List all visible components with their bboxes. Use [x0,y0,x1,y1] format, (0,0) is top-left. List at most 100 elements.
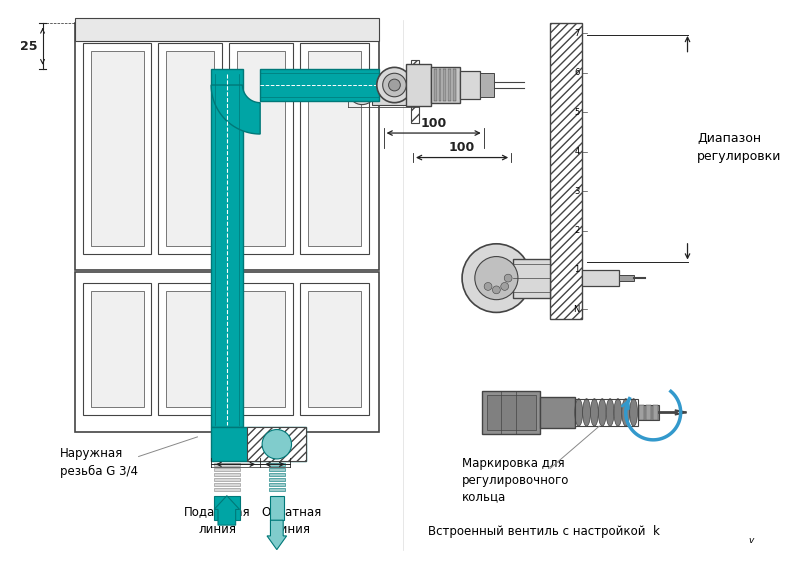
Bar [460,71,480,99]
Circle shape [389,79,400,91]
Bar [550,23,582,319]
Bar [269,473,285,476]
Text: Обратная
линия: Обратная линия [262,506,322,536]
Circle shape [382,73,406,97]
Bar [541,397,574,428]
Text: 100: 100 [449,141,475,154]
Bar [582,270,619,286]
Bar [269,468,285,471]
Text: 25: 25 [20,40,38,53]
Bar [443,69,446,101]
Circle shape [504,274,512,282]
Circle shape [484,282,492,290]
Ellipse shape [582,399,590,426]
Bar [75,23,378,270]
Text: Диапазон
регулировки: Диапазон регулировки [698,132,782,163]
Bar [438,69,442,101]
Bar [454,69,456,101]
Bar [82,43,151,253]
Text: 1: 1 [574,265,580,274]
Bar [229,43,293,253]
Text: 30: 30 [267,449,282,462]
Text: 100: 100 [421,117,446,130]
Bar [82,283,151,416]
Ellipse shape [606,399,614,426]
Text: Наружная
резьба G 3/4: Наружная резьба G 3/4 [60,447,138,478]
Bar [430,67,460,103]
Bar [411,60,419,123]
FancyArrow shape [214,496,239,525]
Bar [482,391,541,434]
Ellipse shape [590,399,598,426]
Text: 50: 50 [228,449,244,462]
Bar [260,69,378,101]
FancyArrow shape [267,520,286,549]
Bar [419,86,441,96]
Ellipse shape [574,399,582,426]
Circle shape [262,430,291,459]
Bar [300,283,369,416]
Text: 4: 4 [574,147,580,156]
Ellipse shape [598,399,606,426]
Bar [308,50,361,246]
Bar [214,483,239,486]
Text: 7: 7 [574,28,580,37]
Bar [90,291,143,408]
Bar [214,473,239,476]
Bar [448,69,451,101]
Ellipse shape [622,399,630,426]
Bar [654,404,658,420]
Bar [480,73,494,97]
Bar [434,69,437,101]
Circle shape [348,77,376,105]
Ellipse shape [630,399,638,426]
Circle shape [462,244,530,312]
Text: N: N [574,305,580,314]
Polygon shape [211,85,260,134]
Bar [247,427,306,462]
Bar [574,399,638,426]
Circle shape [475,256,518,300]
Circle shape [377,67,412,103]
Circle shape [493,286,500,294]
Bar [638,404,659,420]
Bar [486,395,535,430]
Bar [237,291,285,408]
Bar [75,18,378,41]
Text: Встроенный вентиль с настройкой  k: Встроенный вентиль с настройкой k [428,526,660,539]
Bar [214,463,239,466]
Text: Маркировка для
регулировочного
кольца: Маркировка для регулировочного кольца [462,456,570,503]
Bar [639,404,644,420]
Ellipse shape [614,399,622,426]
Bar [158,43,222,253]
Bar [300,43,369,253]
Bar [229,283,293,416]
Bar [214,468,239,471]
Bar [513,259,550,298]
Bar [237,50,285,246]
Bar [166,291,214,408]
Bar [269,488,285,491]
Text: v: v [748,536,754,545]
Bar [406,65,430,105]
Bar [166,50,214,246]
Bar [214,496,239,520]
Bar [269,478,285,481]
Text: 3: 3 [574,187,580,196]
Bar [619,275,634,281]
Text: Подающая
линия: Подающая линия [184,506,250,535]
Bar [269,463,285,466]
Bar [75,272,378,432]
Bar [90,50,143,246]
Text: 6: 6 [574,68,580,77]
Bar [214,488,239,491]
Bar [269,483,285,486]
Bar [372,77,411,105]
Bar [308,291,361,408]
Bar [646,404,651,420]
Bar [158,283,222,416]
Text: 5: 5 [574,108,580,117]
Bar [214,478,239,481]
Circle shape [501,282,509,290]
Bar [211,427,306,462]
